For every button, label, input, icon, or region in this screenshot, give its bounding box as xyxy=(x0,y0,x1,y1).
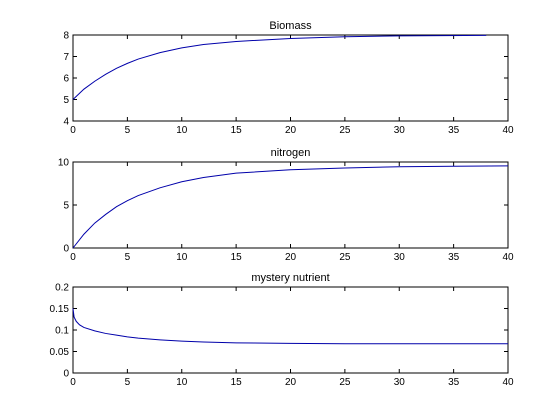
x-tick-label: 15 xyxy=(231,125,243,136)
series-line-biomass xyxy=(72,34,487,100)
series-line-mystery-nutrient xyxy=(72,308,508,345)
subplot-nitrogen: nitrogen 0 5 10 15 20 25 30 35 40 0 5 10 xyxy=(58,147,514,263)
x-tick-label: 10 xyxy=(176,125,188,136)
x-tick-label: 15 xyxy=(231,377,243,388)
y-tick-label: 0.15 xyxy=(50,304,70,315)
y-tick-label: 5 xyxy=(63,95,69,106)
axes-box xyxy=(72,34,509,122)
x-tick-label: 35 xyxy=(448,252,460,263)
y-tick-label: 6 xyxy=(63,74,69,85)
x-tick-label: 0 xyxy=(70,252,76,263)
x-tick-label: 5 xyxy=(125,377,131,388)
x-tick-label: 10 xyxy=(176,252,188,263)
x-tick-label: 40 xyxy=(502,252,514,263)
x-tick-label: 20 xyxy=(285,252,297,263)
x-tick-label: 30 xyxy=(394,252,406,263)
series-line-nitrogen xyxy=(72,165,509,249)
x-tick-label: 20 xyxy=(285,377,297,388)
x-tick-label: 25 xyxy=(339,377,351,388)
y-tick-label: 0.2 xyxy=(55,283,69,294)
x-tick-label: 25 xyxy=(339,252,351,263)
x-tick-label: 5 xyxy=(125,252,131,263)
y-tick-label: 7 xyxy=(63,52,69,63)
x-tick-label: 40 xyxy=(502,377,514,388)
x-tick-label: 15 xyxy=(231,252,243,263)
x-tick-label: 5 xyxy=(125,125,131,136)
y-tick-label: 0.05 xyxy=(50,347,70,358)
axes-box xyxy=(72,286,509,374)
x-tick-label: 30 xyxy=(394,377,406,388)
x-tick-label: 20 xyxy=(285,125,297,136)
x-tick-label: 30 xyxy=(394,125,406,136)
y-tick-label: 8 xyxy=(63,31,69,42)
x-tick-label: 40 xyxy=(502,125,514,136)
y-tick-label: 4 xyxy=(63,117,69,128)
chart-title: mystery nutrient xyxy=(251,272,329,284)
y-tick-label: 0 xyxy=(63,369,69,380)
subplot-mystery-nutrient: mystery nutrient 0 5 10 15 20 25 30 35 40 0 0.05 0.1… xyxy=(50,272,514,388)
x-tick-label: 0 xyxy=(70,125,76,136)
chart-title: nitrogen xyxy=(271,147,311,159)
y-tick-label: 0 xyxy=(63,244,69,255)
x-tick-label: 10 xyxy=(176,377,188,388)
axes-box xyxy=(72,161,509,249)
x-tick-label: 35 xyxy=(448,125,460,136)
y-tick-label: 10 xyxy=(58,158,70,169)
chart-title: Biomass xyxy=(269,20,312,32)
x-tick-label: 35 xyxy=(448,377,460,388)
x-tick-label: 0 xyxy=(70,377,76,388)
y-tick-label: 5 xyxy=(63,201,69,212)
x-tick-label: 25 xyxy=(339,125,351,136)
y-tick-label: 0.1 xyxy=(55,326,69,337)
